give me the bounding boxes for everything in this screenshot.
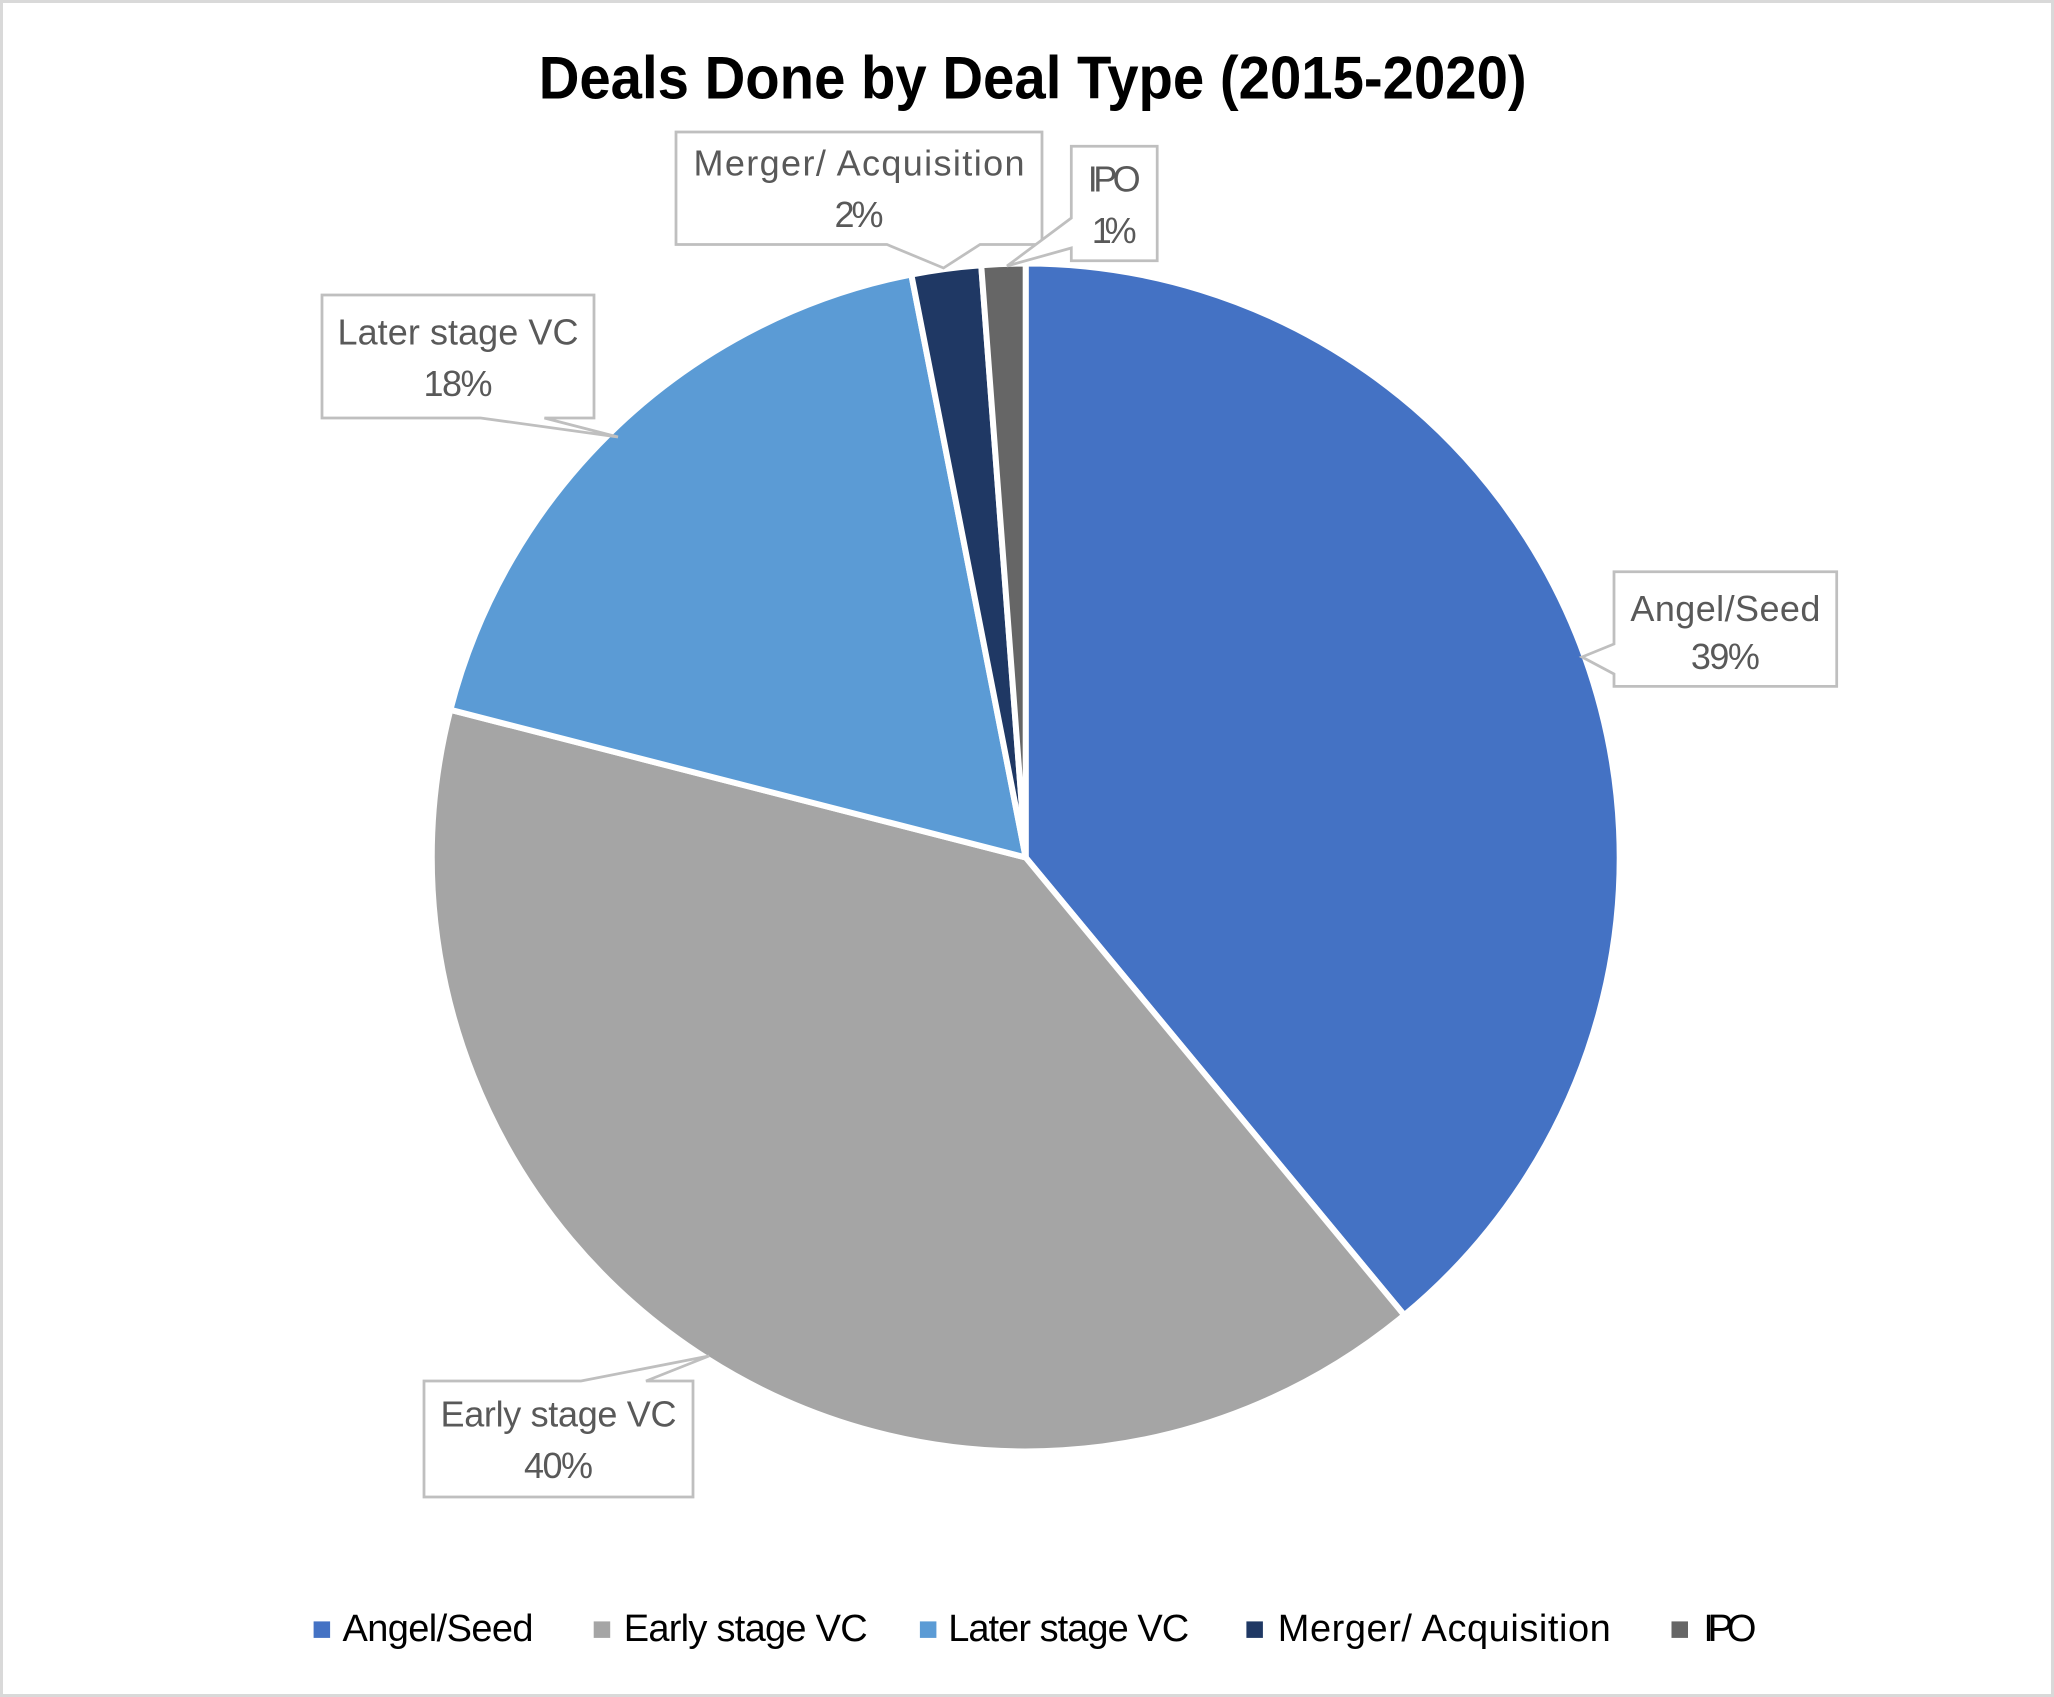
svg-text:Later stage VC: Later stage VC — [948, 1608, 1189, 1650]
svg-text:2%: 2% — [835, 194, 884, 235]
svg-text:Later stage VC: Later stage VC — [338, 312, 579, 353]
svg-text:40%: 40% — [524, 1445, 593, 1486]
svg-text:Merger/ Acquisition: Merger/ Acquisition — [694, 143, 1025, 184]
svg-text:Merger/ Acquisition: Merger/ Acquisition — [1278, 1608, 1611, 1650]
svg-text:Angel/Seed: Angel/Seed — [1630, 588, 1820, 629]
svg-text:Deals Done by Deal Type (2015-: Deals Done by Deal Type (2015-2020) — [539, 44, 1527, 111]
svg-text:39%: 39% — [1691, 636, 1760, 677]
svg-text:IPO: IPO — [1088, 159, 1141, 200]
svg-text:Early stage VC: Early stage VC — [624, 1608, 868, 1650]
svg-text:1%: 1% — [1092, 210, 1137, 251]
svg-text:Angel/Seed: Angel/Seed — [343, 1608, 534, 1650]
svg-text:18%: 18% — [424, 363, 493, 404]
svg-text:Early stage VC: Early stage VC — [441, 1394, 677, 1435]
svg-text:IPO: IPO — [1703, 1608, 1756, 1650]
